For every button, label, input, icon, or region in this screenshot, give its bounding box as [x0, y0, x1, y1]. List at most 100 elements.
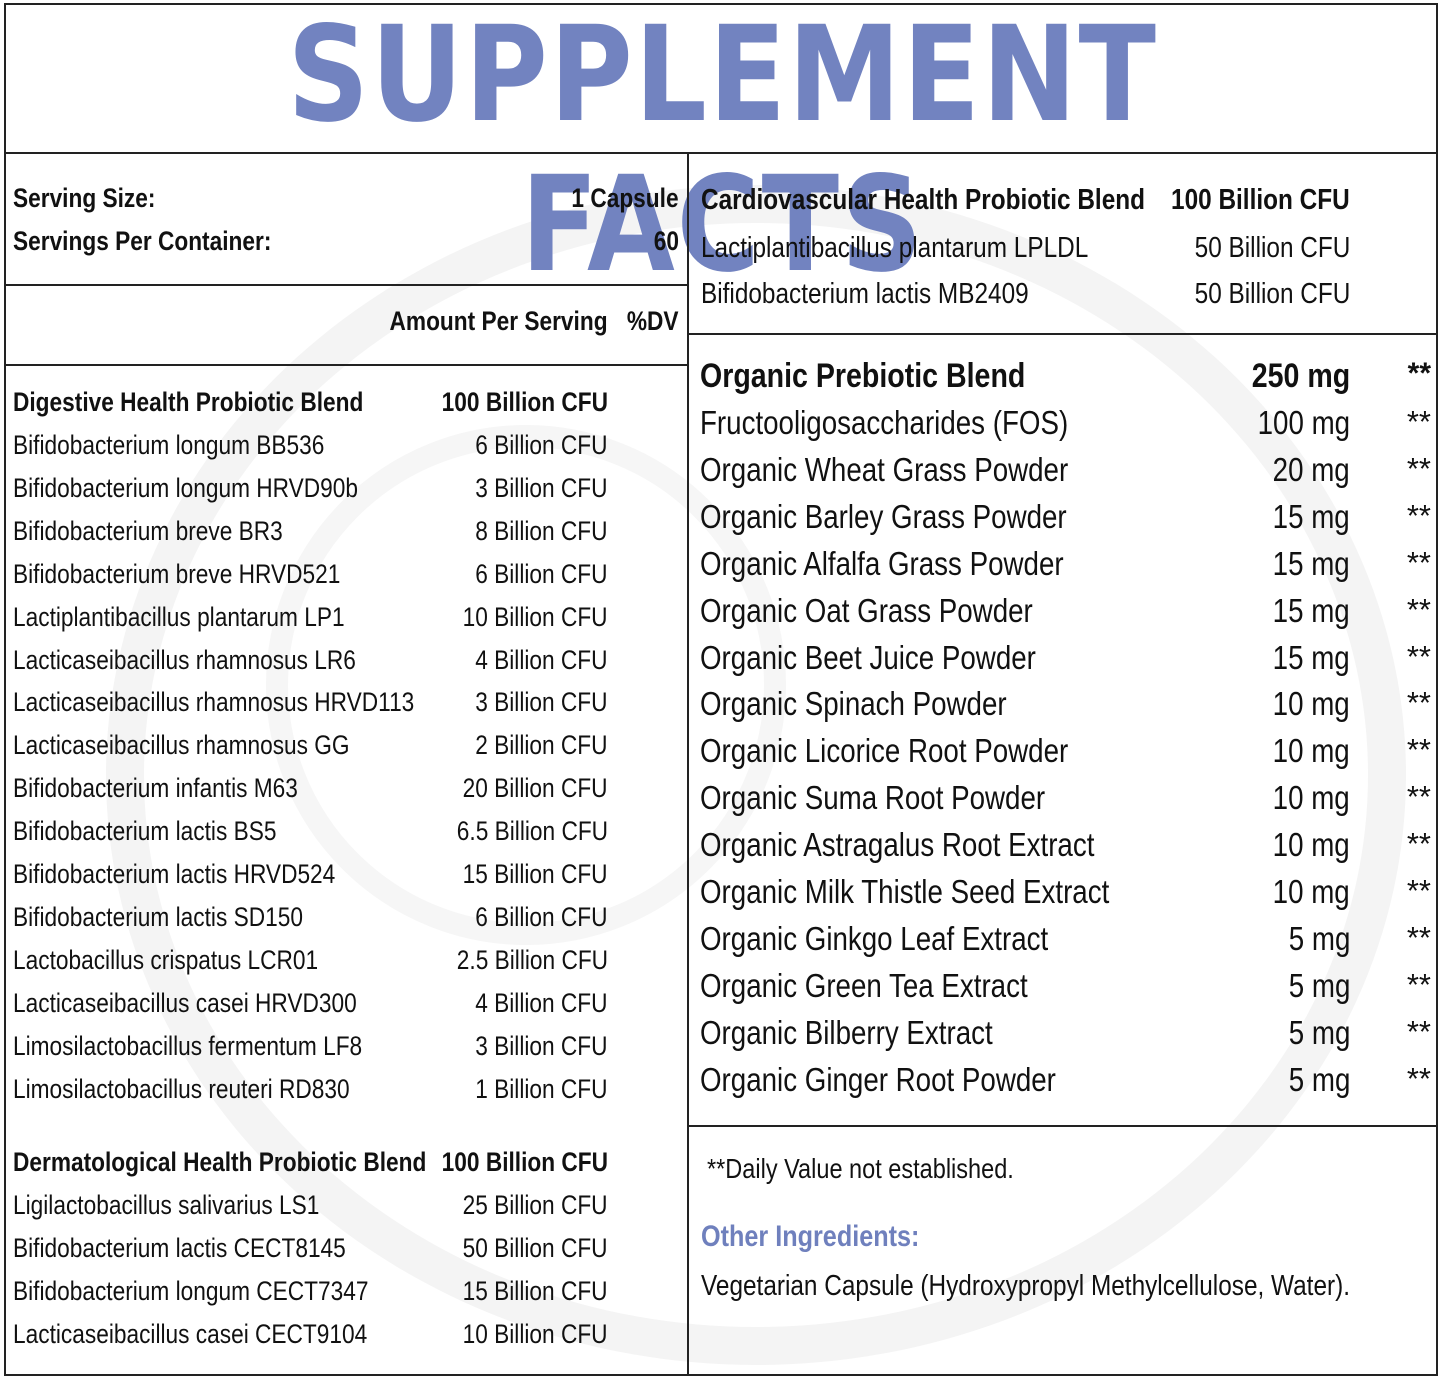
digestive-ingredient-amount: 6.5 Billion CFU	[456, 816, 608, 847]
digestive-blend-total: 100 Billion CFU	[441, 387, 608, 417]
digestive-ingredient-amount: 4 Billion CFU	[475, 644, 608, 675]
prebiotic-ingredient-name: Organic Ginger Root Powder	[700, 1060, 1056, 1098]
prebiotic-ingredient-dv: **	[1406, 1013, 1431, 1049]
header-divider	[4, 364, 689, 366]
digestive-ingredient-name: Limosilactobacillus reuteri RD830	[13, 1073, 350, 1104]
prebiotic-ingredient-amount: 10 mg	[1272, 685, 1350, 723]
prebiotic-ingredient-name: Fructooligosaccharides (FOS)	[700, 404, 1069, 441]
dermatological-ingredient-amount: 25 Billion CFU	[463, 1190, 608, 1220]
prebiotic-blend-dv: **	[1407, 357, 1431, 390]
prebiotic-ingredient-name: Organic Beet Juice Powder	[700, 638, 1036, 676]
digestive-ingredient-name: Bifidobacterium breve HRVD521	[13, 558, 341, 589]
prebiotic-ingredient-dv: **	[1406, 450, 1431, 486]
prebiotic-ingredient-dv: **	[1406, 497, 1431, 533]
prebiotic-ingredient-dv: **	[1406, 1060, 1431, 1096]
prebiotic-ingredient-dv: **	[1406, 966, 1431, 1002]
prebiotic-divider	[689, 1125, 1438, 1127]
prebiotic-ingredient-name: Organic Bilberry Extract	[700, 1013, 993, 1051]
prebiotic-ingredient-amount: 5 mg	[1288, 966, 1350, 1004]
serving-size-value: 1 Capsule	[571, 183, 679, 213]
prebiotic-blend-total: 250 mg	[1251, 357, 1350, 395]
digestive-ingredient-name: Limosilactobacillus fermentum LF8	[13, 1030, 363, 1061]
other-ingredients-label: Other Ingredients:	[701, 1220, 920, 1253]
dermatological-ingredient-amount: 15 Billion CFU	[463, 1275, 608, 1306]
digestive-ingredient-amount: 2.5 Billion CFU	[456, 944, 608, 975]
cardio-ingredient-amount: 50 Billion CFU	[1194, 278, 1350, 310]
prebiotic-ingredient-dv: **	[1406, 732, 1431, 768]
digestive-ingredient-amount: 8 Billion CFU	[475, 515, 608, 546]
digestive-ingredient-amount: 3 Billion CFU	[475, 1030, 608, 1061]
digestive-blend-name: Digestive Health Probiotic Blend	[13, 387, 364, 417]
digestive-ingredient-amount: 4 Billion CFU	[475, 987, 608, 1018]
dermatological-blend-name: Dermatological Health Probiotic Blend	[13, 1147, 427, 1177]
other-ingredients-text: Vegetarian Capsule (Hydroxypropyl Methyl…	[701, 1270, 1350, 1302]
prebiotic-ingredient-name: Organic Ginkgo Leaf Extract	[700, 919, 1049, 957]
daily-value-footnote: **Daily Value not established.	[707, 1153, 1014, 1184]
digestive-ingredient-name: Lacticaseibacillus rhamnosus GG	[13, 730, 350, 761]
prebiotic-ingredient-amount: 5 mg	[1288, 1060, 1350, 1098]
digestive-ingredient-amount: 3 Billion CFU	[475, 472, 608, 503]
prebiotic-ingredient-name: Organic Barley Grass Powder	[700, 497, 1067, 535]
prebiotic-ingredient-amount: 20 mg	[1272, 450, 1350, 488]
digestive-ingredient-amount: 2 Billion CFU	[475, 730, 608, 761]
cardio-blend-name: Cardiovascular Health Probiotic Blend	[701, 184, 1146, 216]
prebiotic-ingredient-dv: **	[1406, 638, 1431, 674]
prebiotic-ingredient-amount: 10 mg	[1272, 732, 1350, 770]
cardio-ingredient-name: Bifidobacterium lactis MB2409	[701, 278, 1029, 310]
digestive-ingredient-amount: 20 Billion CFU	[463, 773, 608, 804]
prebiotic-ingredient-name: Organic Oat Grass Powder	[700, 591, 1033, 629]
prebiotic-ingredient-dv: **	[1406, 685, 1431, 721]
prebiotic-ingredient-name: Organic Milk Thistle Seed Extract	[700, 873, 1110, 910]
cardio-ingredient-name: Lactiplantibacillus plantarum LPLDL	[701, 232, 1089, 264]
digestive-ingredient-amount: 1 Billion CFU	[475, 1073, 608, 1104]
prebiotic-ingredient-amount: 15 mg	[1272, 638, 1350, 676]
serving-size-label: Serving Size:	[13, 183, 156, 213]
prebiotic-ingredient-amount: 15 mg	[1272, 497, 1350, 535]
digestive-ingredient-name: Lactobacillus crispatus LCR01	[13, 944, 319, 975]
prebiotic-ingredient-amount: 5 mg	[1288, 1013, 1350, 1051]
servings-per-container-label: Servings Per Container:	[13, 226, 272, 256]
digestive-ingredient-name: Bifidobacterium infantis M63	[13, 773, 298, 804]
column-divider	[687, 152, 689, 1376]
prebiotic-ingredient-amount: 15 mg	[1272, 591, 1350, 629]
prebiotic-ingredient-amount: 10 mg	[1272, 873, 1350, 910]
digestive-ingredient-name: Bifidobacterium lactis BS5	[13, 816, 277, 847]
digestive-ingredient-amount: 6 Billion CFU	[475, 901, 608, 932]
prebiotic-ingredient-dv: **	[1406, 873, 1431, 908]
amount-per-serving-header: Amount Per Serving	[389, 306, 608, 336]
prebiotic-ingredient-amount: 5 mg	[1288, 919, 1350, 957]
prebiotic-ingredient-dv: **	[1406, 826, 1431, 862]
title-divider	[4, 152, 1438, 154]
prebiotic-ingredient-amount: 15 mg	[1272, 544, 1350, 582]
serving-divider	[4, 284, 689, 286]
dermatological-ingredient-name: Bifidobacterium longum CECT7347	[13, 1275, 369, 1306]
digestive-ingredient-amount: 6 Billion CFU	[475, 558, 608, 589]
page-title: SUPPLEMENT FACTS	[287, 0, 1158, 302]
cardio-ingredient-amount: 50 Billion CFU	[1194, 232, 1350, 264]
prebiotic-ingredient-name: Organic Wheat Grass Powder	[700, 450, 1069, 488]
prebiotic-ingredient-name: Organic Astragalus Root Extract	[700, 826, 1095, 864]
prebiotic-ingredient-name: Organic Alfalfa Grass Powder	[700, 544, 1064, 582]
digestive-ingredient-amount: 10 Billion CFU	[463, 601, 608, 632]
prebiotic-ingredient-name: Organic Licorice Root Powder	[700, 732, 1069, 770]
prebiotic-ingredient-amount: 10 mg	[1272, 779, 1350, 817]
digestive-ingredient-name: Bifidobacterium longum BB536	[13, 430, 325, 460]
digestive-ingredient-amount: 3 Billion CFU	[475, 687, 608, 718]
digestive-ingredient-name: Bifidobacterium breve BR3	[13, 515, 283, 546]
digestive-ingredient-name: Lactiplantibacillus plantarum LP1	[13, 601, 345, 632]
supplement-facts-panel	[4, 3, 1438, 1376]
cardio-blend-total: 100 Billion CFU	[1171, 184, 1350, 216]
prebiotic-ingredient-dv: **	[1406, 544, 1431, 580]
prebiotic-ingredient-dv: **	[1406, 404, 1431, 439]
cardio-divider	[689, 333, 1438, 335]
digestive-ingredient-name: Lacticaseibacillus rhamnosus HRVD113	[13, 687, 415, 718]
prebiotic-ingredient-name: Organic Spinach Powder	[700, 685, 1007, 723]
dermatological-ingredient-name: Bifidobacterium lactis CECT8145	[13, 1232, 346, 1263]
prebiotic-ingredient-name: Organic Green Tea Extract	[700, 966, 1028, 1004]
digestive-ingredient-amount: 15 Billion CFU	[463, 859, 608, 889]
prebiotic-ingredient-name: Organic Suma Root Powder	[700, 779, 1046, 817]
digestive-ingredient-amount: 6 Billion CFU	[475, 430, 608, 460]
dermatological-ingredient-name: Ligilactobacillus salivarius LS1	[13, 1190, 320, 1220]
prebiotic-ingredient-dv: **	[1406, 919, 1431, 955]
dermatological-ingredient-amount: 50 Billion CFU	[463, 1232, 608, 1263]
